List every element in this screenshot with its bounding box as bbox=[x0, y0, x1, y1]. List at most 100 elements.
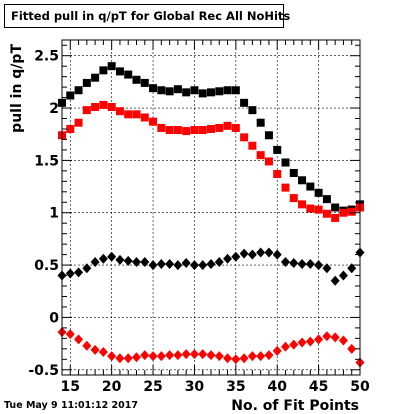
data-point bbox=[223, 353, 233, 364]
data-point bbox=[223, 121, 232, 130]
data-point bbox=[298, 200, 307, 209]
x-tick-label: 30 bbox=[185, 379, 205, 395]
chart-title: Fitted pull in q/pT for Global Rec All N… bbox=[4, 4, 290, 28]
data-point bbox=[198, 349, 208, 360]
data-point bbox=[347, 343, 357, 354]
data-point bbox=[281, 158, 290, 167]
timestamp-label: Tue May 9 11:01:12 2017 bbox=[4, 400, 138, 411]
y-tick-label: 2.5 bbox=[34, 49, 59, 65]
data-point bbox=[66, 124, 75, 133]
data-point bbox=[198, 260, 208, 271]
data-point bbox=[65, 268, 75, 279]
data-point bbox=[272, 249, 282, 260]
data-point bbox=[215, 123, 224, 132]
data-point bbox=[256, 351, 266, 362]
series-3 bbox=[57, 327, 365, 368]
x-tick-label: 50 bbox=[350, 379, 370, 395]
data-point bbox=[165, 87, 174, 96]
x-tick-label: 40 bbox=[267, 379, 287, 395]
data-point bbox=[231, 354, 241, 365]
y-tick-label: -0.5 bbox=[28, 363, 59, 379]
x-axis-label: No. of Fit Points bbox=[231, 398, 359, 414]
data-point bbox=[107, 351, 117, 362]
data-point bbox=[331, 213, 340, 222]
data-point bbox=[115, 254, 125, 265]
data-point bbox=[214, 351, 224, 362]
data-point bbox=[247, 351, 257, 362]
data-point bbox=[215, 87, 224, 96]
data-point bbox=[256, 247, 266, 258]
data-point bbox=[264, 247, 274, 258]
data-point bbox=[247, 249, 257, 260]
data-point bbox=[306, 182, 315, 191]
data-point bbox=[223, 86, 232, 95]
data-point bbox=[207, 124, 215, 133]
data-point bbox=[273, 170, 282, 178]
data-point bbox=[165, 259, 175, 270]
data-point bbox=[173, 260, 183, 271]
data-point bbox=[214, 256, 224, 267]
data-point bbox=[132, 256, 141, 267]
data-point bbox=[189, 260, 199, 271]
data-point bbox=[338, 335, 348, 346]
data-point bbox=[281, 341, 290, 352]
series-1 bbox=[58, 100, 364, 222]
data-point bbox=[140, 113, 149, 122]
data-point bbox=[107, 62, 116, 71]
data-point bbox=[90, 256, 100, 267]
data-point bbox=[173, 126, 182, 135]
data-point bbox=[223, 253, 233, 264]
data-point bbox=[173, 85, 182, 94]
data-point bbox=[273, 145, 282, 154]
data-point bbox=[140, 350, 150, 361]
data-point bbox=[140, 256, 150, 267]
data-point bbox=[74, 118, 83, 127]
y-axis-label: pull in q/pT bbox=[9, 44, 25, 133]
y-tick-label: 1.5 bbox=[34, 153, 59, 169]
data-point bbox=[82, 106, 91, 115]
data-point bbox=[264, 350, 274, 361]
data-point bbox=[314, 205, 323, 214]
data-point bbox=[91, 73, 100, 82]
data-point bbox=[305, 336, 315, 347]
data-point bbox=[297, 337, 307, 348]
data-point bbox=[123, 353, 133, 364]
data-point bbox=[322, 195, 331, 204]
data-point bbox=[173, 350, 183, 361]
data-point bbox=[281, 183, 290, 192]
axis-ticks: 15 20 25 30 35 40 45 50 -0.5 0 0.5 1 1.5 2 2.5 bbox=[28, 40, 370, 395]
data-point bbox=[206, 350, 216, 361]
data-point bbox=[330, 275, 340, 286]
data-point bbox=[132, 110, 141, 119]
data-point bbox=[181, 349, 191, 360]
data-point bbox=[347, 207, 356, 216]
data-point bbox=[115, 67, 124, 76]
data-point bbox=[331, 203, 340, 212]
y-tick-label: 0.5 bbox=[34, 258, 59, 274]
data-point bbox=[74, 267, 84, 278]
data-point bbox=[289, 257, 299, 268]
data-point bbox=[231, 251, 241, 262]
data-point bbox=[198, 126, 207, 135]
data-point bbox=[207, 88, 215, 97]
data-point bbox=[65, 329, 75, 340]
y-tick-label: 0 bbox=[49, 310, 59, 326]
data-markers bbox=[57, 62, 365, 368]
data-point bbox=[107, 103, 116, 111]
data-point bbox=[198, 89, 207, 98]
data-point bbox=[99, 100, 108, 109]
chart-title-text: Fitted pull in q/pT for Global Rec All N… bbox=[11, 9, 291, 23]
data-point bbox=[182, 88, 191, 97]
data-point bbox=[165, 350, 175, 361]
data-point bbox=[248, 106, 257, 115]
data-point bbox=[132, 75, 141, 84]
data-point bbox=[115, 107, 124, 116]
x-tick-label: 25 bbox=[143, 379, 162, 395]
data-point bbox=[239, 248, 249, 259]
data-point bbox=[240, 133, 249, 142]
data-point bbox=[156, 351, 166, 362]
data-point bbox=[289, 168, 298, 177]
data-point bbox=[314, 188, 323, 197]
data-point bbox=[148, 351, 158, 362]
